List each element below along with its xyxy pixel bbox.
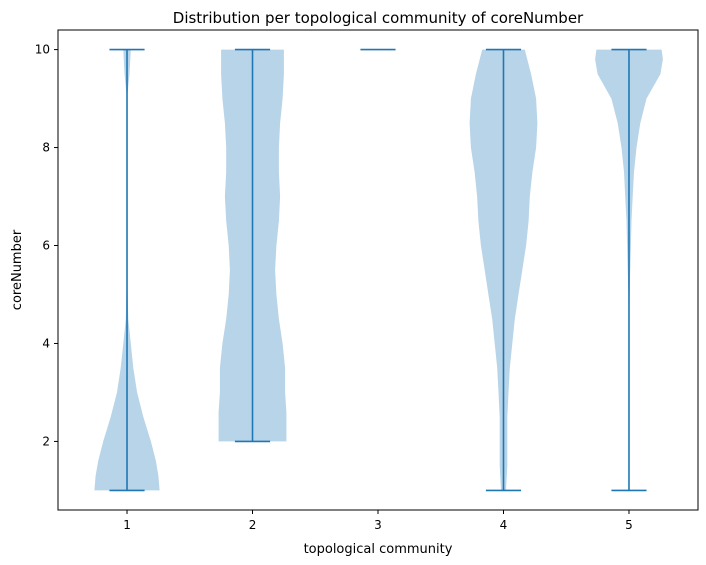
chart-title: Distribution per topological community o… xyxy=(173,9,584,27)
x-tick-label: 5 xyxy=(625,518,633,532)
x-tick-label: 1 xyxy=(123,518,131,532)
x-axis-ticks: 1 2 3 4 5 xyxy=(123,510,633,532)
y-axis-label: coreNumber xyxy=(10,229,25,310)
x-tick-label: 3 xyxy=(374,518,382,532)
x-tick-label: 4 xyxy=(500,518,508,532)
plot-frame xyxy=(57,29,699,511)
violin-lines xyxy=(109,48,647,492)
y-tick-label: 2 xyxy=(42,434,50,448)
y-tick-label: 6 xyxy=(42,239,50,253)
y-tick-label: 10 xyxy=(35,43,50,57)
y-tick-label: 4 xyxy=(42,336,50,350)
x-tick-label: 2 xyxy=(249,518,257,532)
y-tick-label: 8 xyxy=(42,141,50,155)
x-axis-label: topological community xyxy=(304,542,453,557)
violin-bodies xyxy=(94,49,663,491)
y-axis-ticks: 2 4 6 8 10 xyxy=(35,43,58,448)
